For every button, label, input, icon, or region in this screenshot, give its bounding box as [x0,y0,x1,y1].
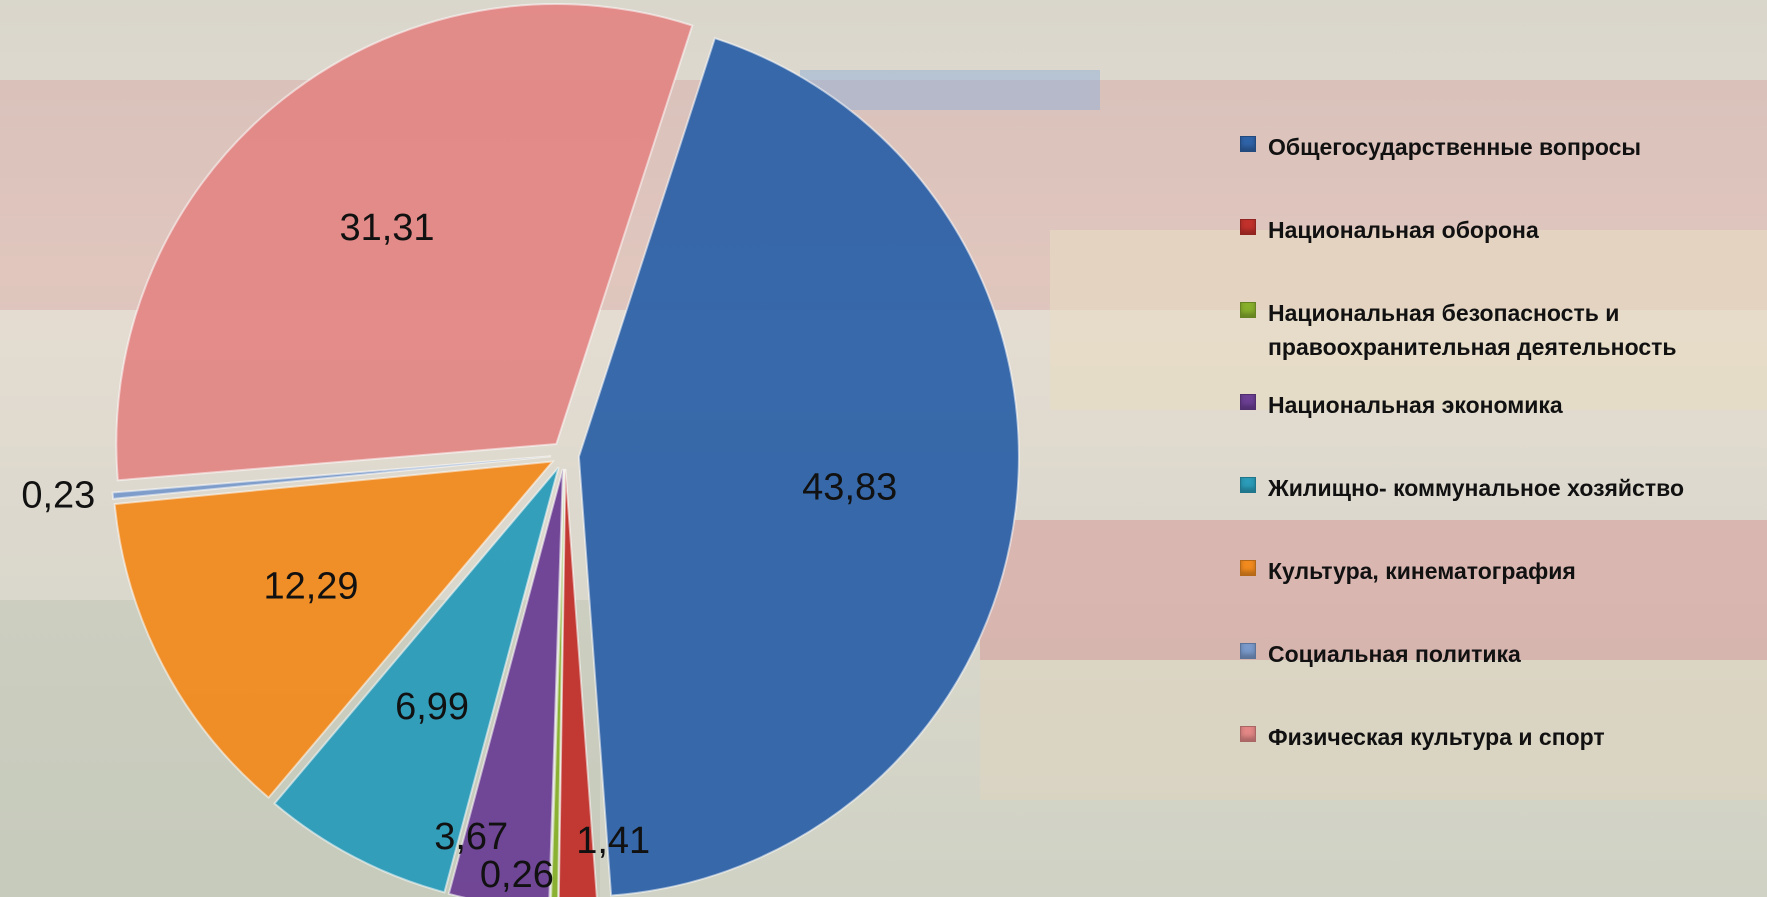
data-label: 43,83 [802,466,897,508]
legend-item: Социальная политика [1240,637,1748,671]
legend-item: Национальная оборона [1240,213,1748,247]
legend: Общегосударственные вопросы Национальная … [1240,0,1760,897]
legend-item: Физическая культура и спорт [1240,720,1748,754]
legend-item: Культура, кинематография [1240,554,1748,588]
legend-label: Физическая культура и спорт [1268,720,1748,754]
legend-label: Культура, кинематография [1268,554,1748,588]
data-label: 3,67 [434,816,508,858]
legend-swatch [1240,394,1256,410]
page: {"chart_data": {"type": "pie", "categori… [0,0,1767,897]
legend-label: Социальная политика [1268,637,1748,671]
legend-label: Жилищно- коммунальное хозяйство [1268,471,1748,505]
legend-label: Национальная оборона [1268,213,1748,247]
legend-swatch [1240,477,1256,493]
data-label: 6,99 [395,686,469,728]
legend-swatch [1240,302,1256,318]
data-label: 12,29 [263,565,358,607]
legend-swatch [1240,219,1256,235]
legend-swatch [1240,560,1256,576]
legend-item: Жилищно- коммунальное хозяйство [1240,471,1748,505]
data-label: 31,31 [339,207,434,249]
legend-label: Общегосударственные вопросы [1268,130,1748,164]
data-label: 1,41 [576,820,650,862]
legend-swatch [1240,726,1256,742]
legend-label: Национальная безопасность и правоохранит… [1268,296,1748,364]
legend-swatch [1240,643,1256,659]
legend-swatch [1240,136,1256,152]
slices [113,4,1019,897]
legend-item: Национальная экономика [1240,388,1748,422]
legend-item: Общегосударственные вопросы [1240,130,1748,164]
legend-item: Национальная безопасность и правоохранит… [1240,296,1748,364]
data-label: 0,26 [480,854,554,896]
data-label: 0,23 [21,474,95,516]
legend-label: Национальная экономика [1268,388,1748,422]
